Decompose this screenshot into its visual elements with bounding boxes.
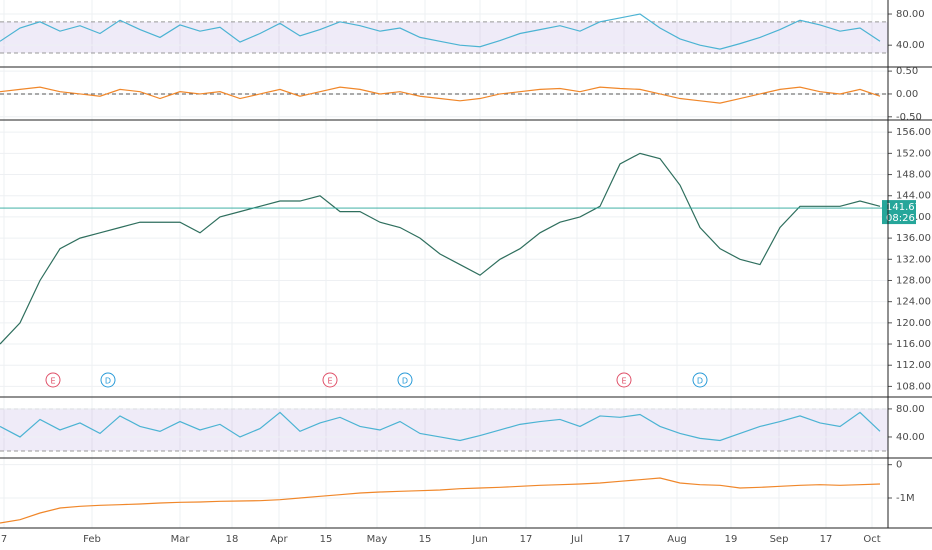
x-tick-label: Aug <box>667 534 687 545</box>
x-tick-label: 19 <box>725 534 738 545</box>
event-label: E <box>327 377 332 386</box>
line-series <box>0 86 881 104</box>
line-series <box>0 477 881 524</box>
event-marker <box>692 372 708 388</box>
y-tick-label: 132.00 <box>896 254 931 265</box>
x-tick-label: Apr <box>270 534 288 545</box>
x-tick-label: Oct <box>863 534 880 545</box>
x-tick-label: 17 <box>618 534 631 545</box>
y-tick-label: 40.00 <box>896 432 925 443</box>
y-tick-label: 144.00 <box>896 191 931 202</box>
x-tick-label: 18 <box>226 534 239 545</box>
line-series <box>0 411 881 442</box>
line-series <box>0 13 881 50</box>
y-tick-label: 80.00 <box>896 404 925 415</box>
y-tick-label: 112.00 <box>896 360 931 371</box>
x-tick-label: Sep <box>770 534 789 545</box>
y-tick-label: 40.00 <box>896 40 925 51</box>
y-tick-label: 136.00 <box>896 233 931 244</box>
y-tick-label: 0.50 <box>896 66 918 77</box>
event-marker <box>100 372 116 388</box>
event-marker <box>45 372 61 388</box>
x-tick-label: 15 <box>419 534 432 545</box>
y-tick-label: 156.00 <box>896 127 931 138</box>
x-tick-label: 17 <box>520 534 533 545</box>
y-tick-label: 148.00 <box>896 170 931 181</box>
rsi-band <box>0 21 888 53</box>
y-tick-label: 108.00 <box>896 381 931 392</box>
y-tick-label: 124.00 <box>896 297 931 308</box>
y-tick-label: 0 <box>896 460 902 471</box>
last-price-label: 141.67 <box>886 202 921 213</box>
y-tick-label: -0.50 <box>896 112 922 123</box>
x-tick-label: 7 <box>1 534 7 545</box>
y-tick-label: 80.00 <box>896 9 925 20</box>
y-tick-label: 116.00 <box>896 339 931 350</box>
y-tick-label: -1M <box>896 493 915 504</box>
event-label: E <box>621 377 626 386</box>
event-marker <box>616 372 632 388</box>
x-tick-label: May <box>367 534 388 545</box>
y-tick-label: 0.00 <box>896 89 918 100</box>
x-tick-label: Jun <box>471 534 488 545</box>
y-tick-label: 128.00 <box>896 275 931 286</box>
event-marker <box>397 372 413 388</box>
x-tick-label: Mar <box>171 534 191 545</box>
x-tick-label: Feb <box>83 534 101 545</box>
event-label: D <box>402 377 408 386</box>
x-tick-label: Jul <box>570 534 583 545</box>
line-series <box>0 152 881 345</box>
y-tick-label: 152.00 <box>896 148 931 159</box>
event-label: D <box>105 377 111 386</box>
event-label: D <box>697 377 703 386</box>
rsi-band <box>0 408 888 451</box>
event-label: E <box>50 377 55 386</box>
x-tick-label: 15 <box>320 534 333 545</box>
x-tick-label: 17 <box>820 534 833 545</box>
countdown-label: 08:26 <box>886 213 915 224</box>
event-marker <box>322 372 338 388</box>
y-tick-label: 120.00 <box>896 318 931 329</box>
